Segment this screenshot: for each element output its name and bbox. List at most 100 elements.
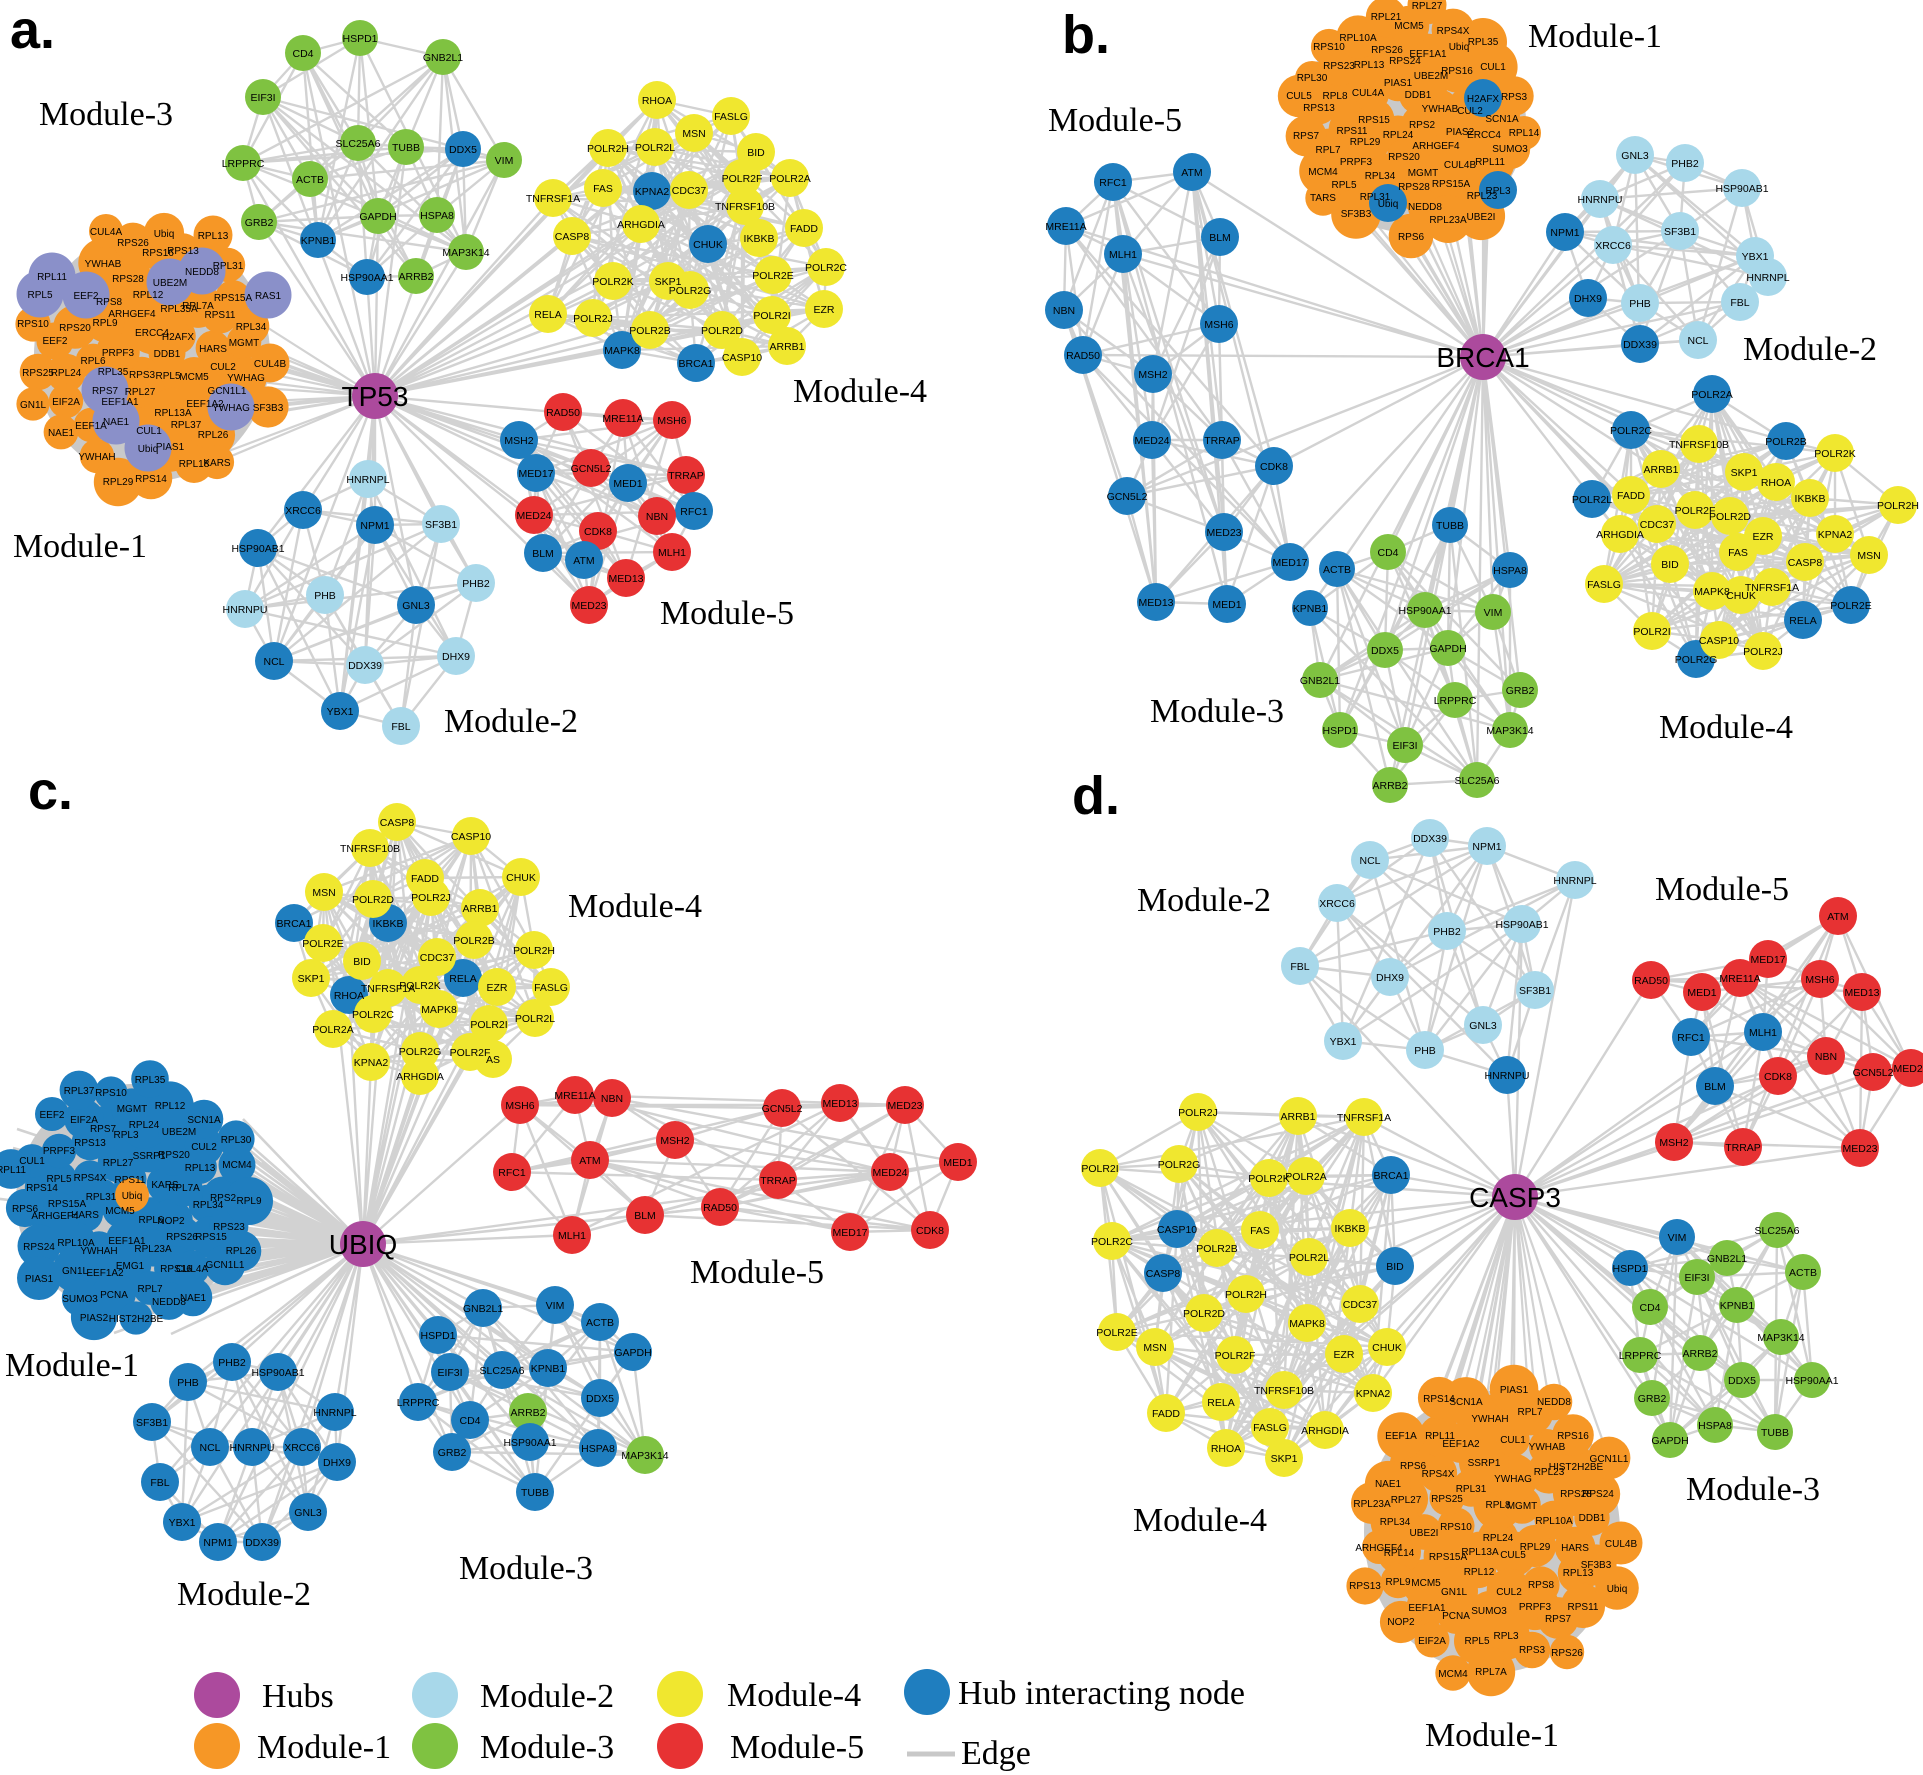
svg-text:DDB1: DDB1 xyxy=(1579,1513,1606,1524)
svg-text:ATM: ATM xyxy=(1181,167,1202,179)
svg-text:MCM4: MCM4 xyxy=(1438,1669,1468,1680)
svg-text:CUL2: CUL2 xyxy=(191,1142,217,1153)
svg-text:CUL5: CUL5 xyxy=(1500,1550,1526,1561)
svg-text:POLR2C: POLR2C xyxy=(1610,425,1652,437)
svg-text:RPL18: RPL18 xyxy=(179,459,210,470)
svg-text:MED13: MED13 xyxy=(1844,987,1879,999)
svg-text:POLR2G: POLR2G xyxy=(1158,1159,1201,1171)
svg-text:CUL2: CUL2 xyxy=(210,362,236,373)
svg-text:YWHAG: YWHAG xyxy=(212,403,250,414)
svg-text:SCN1A: SCN1A xyxy=(187,1115,221,1126)
svg-text:MRE11A: MRE11A xyxy=(602,413,643,425)
svg-text:NAE1: NAE1 xyxy=(103,417,130,428)
svg-text:ARRB2: ARRB2 xyxy=(1682,1348,1717,1360)
svg-text:RPL7: RPL7 xyxy=(1517,1407,1542,1418)
svg-text:MAP3K14: MAP3K14 xyxy=(1757,1332,1804,1344)
svg-text:RPL23: RPL23 xyxy=(1534,1467,1565,1478)
svg-text:FBL: FBL xyxy=(1730,297,1749,309)
svg-text:MSN: MSN xyxy=(312,887,335,899)
svg-text:FADD: FADD xyxy=(1152,1408,1180,1420)
svg-text:IKBKB: IKBKB xyxy=(744,233,775,245)
svg-text:RPL23A: RPL23A xyxy=(134,1244,172,1255)
svg-text:HSP90AB1: HSP90AB1 xyxy=(1715,183,1768,195)
svg-text:RPL27: RPL27 xyxy=(125,387,156,398)
svg-text:HNRNPL: HNRNPL xyxy=(1553,875,1596,887)
svg-text:HSPD1: HSPD1 xyxy=(342,33,377,45)
svg-text:RFC1: RFC1 xyxy=(498,1167,526,1179)
svg-text:NAE1: NAE1 xyxy=(1375,1479,1402,1490)
svg-text:MAP3K14: MAP3K14 xyxy=(621,1450,668,1462)
svg-text:YWHAB: YWHAB xyxy=(85,259,122,270)
svg-text:HNRNPU: HNRNPU xyxy=(230,1442,275,1454)
svg-text:RPS16: RPS16 xyxy=(1557,1431,1589,1442)
svg-text:YWHAB: YWHAB xyxy=(1422,104,1459,115)
svg-text:DHX9: DHX9 xyxy=(1376,972,1404,984)
svg-text:RPS7: RPS7 xyxy=(1293,131,1320,142)
svg-text:RELA: RELA xyxy=(1789,615,1816,627)
svg-text:GRB2: GRB2 xyxy=(245,217,274,229)
svg-text:CD4: CD4 xyxy=(1639,1302,1660,1314)
svg-text:TNFRSF1A: TNFRSF1A xyxy=(526,193,580,205)
svg-text:RPL14: RPL14 xyxy=(1384,1548,1415,1559)
svg-text:SF3B1: SF3B1 xyxy=(1519,985,1551,997)
svg-text:TUBB: TUBB xyxy=(521,1487,549,1499)
svg-text:Module-5: Module-5 xyxy=(730,1729,864,1766)
svg-text:RPL37: RPL37 xyxy=(64,1086,95,1097)
svg-text:RPL13: RPL13 xyxy=(1354,60,1385,71)
svg-text:XRCC6: XRCC6 xyxy=(285,505,321,517)
svg-text:NPM1: NPM1 xyxy=(1472,841,1501,853)
svg-text:HSPD1: HSPD1 xyxy=(1322,725,1357,737)
svg-text:MLH1: MLH1 xyxy=(1749,1027,1777,1039)
svg-text:TNFRSF10B: TNFRSF10B xyxy=(715,201,775,213)
svg-text:YBX1: YBX1 xyxy=(1330,1036,1357,1048)
svg-text:POLR2F: POLR2F xyxy=(1215,1350,1256,1362)
svg-text:RPS10: RPS10 xyxy=(1313,42,1345,53)
svg-text:POLR2L: POLR2L xyxy=(515,1013,555,1025)
svg-text:CUL5: CUL5 xyxy=(1286,91,1312,102)
svg-text:RPS23: RPS23 xyxy=(1323,61,1355,72)
svg-text:Module-1: Module-1 xyxy=(1425,1717,1559,1754)
svg-text:RPL29: RPL29 xyxy=(1350,137,1381,148)
svg-text:RPL9: RPL9 xyxy=(1385,1577,1410,1588)
svg-text:RPS7: RPS7 xyxy=(1545,1614,1572,1625)
svg-text:RPL34: RPL34 xyxy=(236,322,267,333)
svg-text:HARS: HARS xyxy=(71,1210,99,1221)
svg-text:CASP3: CASP3 xyxy=(1469,1182,1561,1213)
svg-text:MSH2: MSH2 xyxy=(504,435,533,447)
svg-text:YWHAG: YWHAG xyxy=(1494,1474,1532,1485)
svg-text:EEF1A1: EEF1A1 xyxy=(1408,1603,1446,1614)
svg-text:RFC1: RFC1 xyxy=(1677,1032,1705,1044)
svg-text:RPL35A: RPL35A xyxy=(160,304,198,315)
svg-text:SKP1: SKP1 xyxy=(1731,467,1758,479)
svg-text:RAD50: RAD50 xyxy=(703,1202,737,1214)
svg-text:MGMT: MGMT xyxy=(1507,1501,1538,1512)
svg-text:Module-3: Module-3 xyxy=(480,1729,614,1766)
svg-text:EEF2: EEF2 xyxy=(39,1110,64,1121)
svg-text:POLR2E: POLR2E xyxy=(1830,600,1871,612)
svg-text:CDC37: CDC37 xyxy=(1640,519,1675,531)
svg-text:KPNA2: KPNA2 xyxy=(635,186,670,198)
svg-text:IKBKB: IKBKB xyxy=(1795,493,1826,505)
svg-text:NAE1: NAE1 xyxy=(48,428,75,439)
svg-text:TNFRSF10B: TNFRSF10B xyxy=(1669,439,1729,451)
svg-text:MED13: MED13 xyxy=(608,573,643,585)
svg-text:Hubs: Hubs xyxy=(262,1678,334,1715)
svg-text:TUBB: TUBB xyxy=(392,142,420,154)
svg-text:MED1: MED1 xyxy=(613,478,642,490)
svg-text:EEF1A2: EEF1A2 xyxy=(86,1268,124,1279)
svg-text:PCNA: PCNA xyxy=(1442,1611,1470,1622)
svg-text:TNFRSF10B: TNFRSF10B xyxy=(1254,1385,1314,1397)
svg-text:RPS14: RPS14 xyxy=(1423,1394,1455,1405)
svg-text:HIST2H2BE: HIST2H2BE xyxy=(109,1314,164,1325)
svg-text:RPS10: RPS10 xyxy=(17,319,49,330)
svg-text:CUL4B: CUL4B xyxy=(1605,1539,1638,1550)
svg-text:RPS15A: RPS15A xyxy=(1429,1552,1468,1563)
svg-text:Module-5: Module-5 xyxy=(660,595,794,632)
svg-text:GAPDH: GAPDH xyxy=(359,211,396,223)
svg-text:GNL3: GNL3 xyxy=(1469,1020,1497,1032)
svg-text:NPM1: NPM1 xyxy=(203,1537,232,1549)
svg-text:RPS3: RPS3 xyxy=(129,370,156,381)
svg-text:DDX39: DDX39 xyxy=(1413,833,1447,845)
svg-text:PRPF3: PRPF3 xyxy=(1340,157,1373,168)
svg-text:RPL34: RPL34 xyxy=(1380,1517,1411,1528)
